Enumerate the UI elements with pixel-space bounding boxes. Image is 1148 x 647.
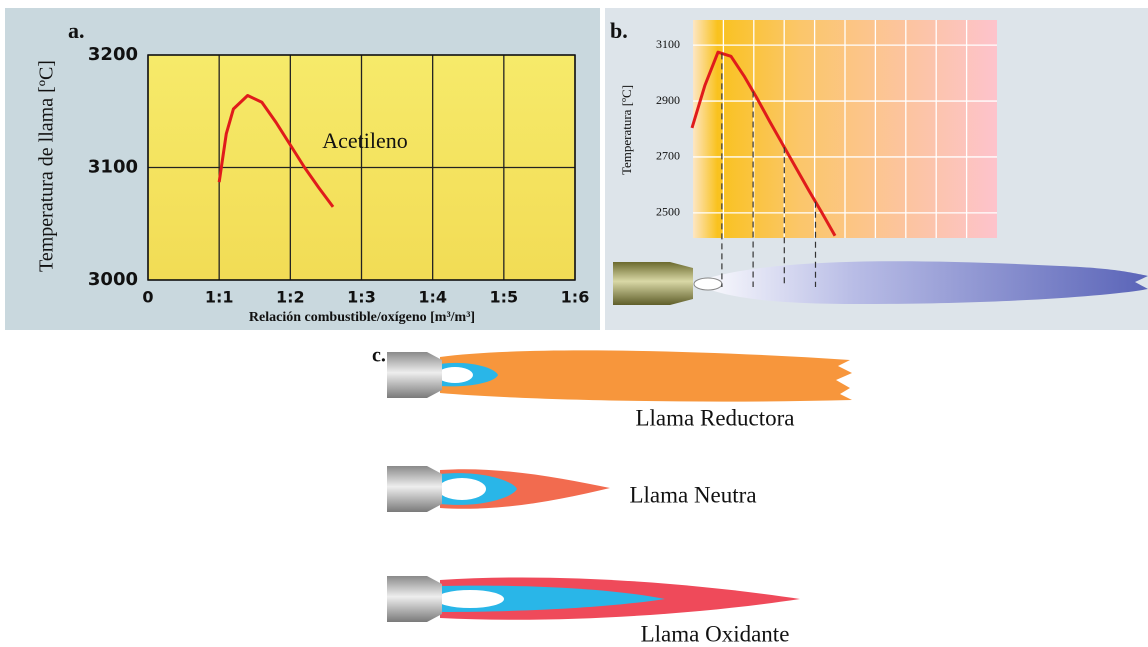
data-line bbox=[690, 50, 837, 237]
flame-label: Llama Oxidante bbox=[641, 621, 790, 646]
y-axis-title: Temperatura de llama [ºC] bbox=[36, 60, 58, 272]
x-tick-label: 1:6 bbox=[561, 288, 590, 307]
panel-label: b. bbox=[610, 18, 628, 43]
y-tick-label: 3200 bbox=[88, 44, 138, 65]
x-tick-label: 1:1 bbox=[205, 288, 234, 307]
flame-label: Llama Neutra bbox=[629, 482, 756, 507]
flame bbox=[440, 350, 852, 402]
panel-label: c. bbox=[372, 345, 386, 367]
nozzle bbox=[387, 576, 442, 622]
x-tick-label: 1:2 bbox=[276, 288, 305, 307]
y-tick-label: 2500 bbox=[656, 205, 680, 219]
y-tick-label: 3000 bbox=[88, 269, 138, 290]
x-tick-label: 1:5 bbox=[489, 288, 518, 307]
nozzle bbox=[387, 466, 442, 512]
x-axis-title: Relación combustible/oxígeno [m³/m³] bbox=[249, 310, 475, 325]
x-tick-label: 1:3 bbox=[347, 288, 376, 307]
data-line bbox=[217, 94, 335, 208]
inner-core bbox=[436, 590, 504, 608]
inner-cone bbox=[693, 277, 723, 291]
nozzle bbox=[387, 352, 442, 398]
y-tick-label: 3100 bbox=[88, 157, 138, 178]
y-tick-label: 2900 bbox=[656, 93, 680, 107]
nozzle bbox=[613, 262, 693, 305]
y-axis-title: Temperatura [ºC] bbox=[619, 85, 634, 175]
flame-label: Llama Reductora bbox=[635, 405, 794, 430]
inner-core bbox=[437, 367, 473, 383]
y-tick-label: 2700 bbox=[656, 149, 680, 163]
plot-border bbox=[147, 54, 576, 281]
inner-core bbox=[438, 478, 486, 500]
panel-label: a. bbox=[68, 18, 85, 43]
x-tick-label: 1:4 bbox=[418, 288, 447, 307]
flame bbox=[693, 261, 1148, 304]
series-label: Acetileno bbox=[322, 128, 408, 153]
x-tick-label: 0 bbox=[142, 288, 153, 307]
y-tick-label: 3100 bbox=[656, 37, 680, 51]
inner-cone bbox=[440, 585, 665, 612]
